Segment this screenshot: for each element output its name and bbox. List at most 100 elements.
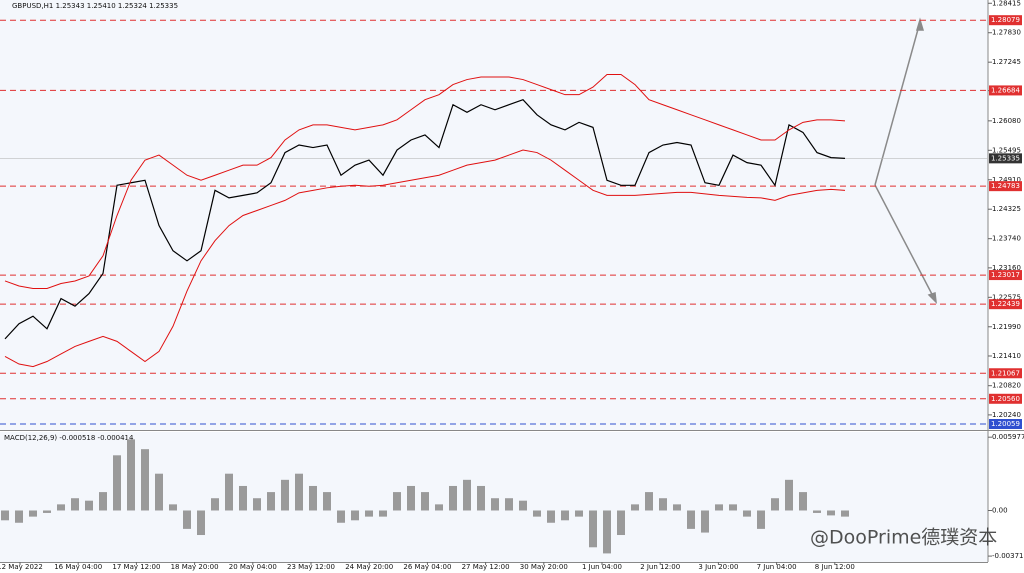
macd-bar [43, 510, 51, 513]
x-tick-label: 24 May 20:00 [345, 563, 393, 571]
x-tick-label: 2 Jun 12:00 [640, 563, 680, 571]
macd-bar [561, 510, 569, 521]
resistance-support-level-box [989, 85, 1022, 96]
x-tick-label: 8 Jun 12:00 [815, 563, 855, 571]
macd-bar [757, 510, 765, 529]
y-tick-label: 1.27830 [992, 29, 1021, 37]
macd-bar [729, 504, 737, 511]
macd-bar [351, 510, 359, 521]
macd-bar [407, 485, 415, 511]
resistance-support-level-box [989, 270, 1022, 281]
macd-bar [225, 473, 233, 511]
resistance-support-level-box [989, 368, 1022, 379]
y-tick-label: 1.26080 [992, 117, 1021, 125]
resistance-support-level-label: 1.24783 [991, 182, 1020, 190]
x-tick-label: 27 May 12:00 [462, 563, 510, 571]
y-tick-label: 1.24910 [992, 176, 1021, 184]
macd-bar [477, 485, 485, 511]
macd-bar [491, 498, 499, 511]
macd-bar [113, 455, 121, 511]
last-price-label: 1.25335 [991, 154, 1020, 162]
y-tick-label: 1.28415 [992, 0, 1021, 7]
macd-bar [239, 485, 247, 511]
macd-bar [57, 504, 65, 511]
macd-bar [533, 510, 541, 517]
series-line [4, 149, 846, 368]
macd-bar [827, 510, 835, 516]
x-tick-label: 12 May 2022 [0, 563, 43, 571]
macd-bar [379, 510, 387, 517]
x-tick-label: 16 May 04:00 [54, 563, 102, 571]
macd-bar [267, 492, 275, 511]
macd-bar [785, 479, 793, 511]
macd-bar [771, 498, 779, 511]
y-tick-label: 0.005977 [992, 433, 1024, 441]
macd-title: MACD(12,26,9) -0.000518 -0.000414 [4, 434, 134, 442]
chart-title: GBPUSD,H1 1.25343 1.25410 1.25324 1.2533… [12, 2, 178, 10]
macd-bar [309, 485, 317, 511]
macd-bar [29, 510, 37, 517]
x-tick-label: 3 Jun 20:00 [698, 563, 738, 571]
y-tick-label: 1.23740 [992, 235, 1021, 243]
macd-bar [323, 492, 331, 511]
x-tick-label: 20 May 04:00 [229, 563, 277, 571]
resistance-support-level-label: 1.23017 [991, 271, 1020, 279]
y-tick-label: -0.003718 [992, 552, 1024, 560]
y-tick-label: 1.23160 [992, 264, 1021, 272]
macd-bar [337, 510, 345, 523]
macd-bar [631, 504, 639, 511]
y-tick-label: 0.00 [992, 506, 1008, 514]
projection-arrows [874, 17, 937, 305]
resistance-support-level-box [989, 15, 1022, 26]
y-tick-label: 1.22575 [992, 293, 1021, 301]
resistance-support-level-label: 1.28079 [991, 16, 1020, 24]
x-tick-label: 17 May 12:00 [112, 563, 160, 571]
macd-bar [463, 479, 471, 511]
macd-bar [575, 510, 583, 517]
support-level-box [989, 419, 1022, 430]
macd-bar [715, 504, 723, 511]
resistance-support-level-box [989, 393, 1022, 404]
y-tick-label: 1.20240 [992, 411, 1021, 419]
y-tick-label: 1.20820 [992, 382, 1021, 390]
macd-bar [183, 510, 191, 529]
resistance-support-level-label: 1.20560 [991, 395, 1020, 403]
macd-panel [0, 432, 988, 562]
last-price-box [989, 153, 1022, 164]
macd-bar [519, 500, 527, 511]
x-tick-label: 1 Jun 04:00 [582, 563, 622, 571]
macd-bar [421, 492, 429, 511]
resistance-support-level-label: 1.22439 [991, 300, 1020, 308]
macd-bar [673, 504, 681, 511]
macd-bar [71, 498, 79, 511]
macd-bar [141, 449, 149, 511]
support-level-label: 1.20059 [991, 420, 1020, 428]
series-line [4, 98, 846, 340]
macd-bar [211, 498, 219, 511]
macd-bar [547, 510, 555, 523]
macd-bar [449, 485, 457, 511]
macd-bar [743, 510, 751, 517]
x-tick-label: 30 May 20:00 [520, 563, 568, 571]
resistance-support-level-box [989, 299, 1022, 310]
macd-bar [701, 510, 709, 533]
x-tick-label: 23 May 12:00 [287, 563, 335, 571]
macd-bar [799, 492, 807, 511]
y-tick-label: 1.21410 [992, 352, 1021, 360]
macd-bar [659, 498, 667, 511]
macd-bar [365, 510, 373, 517]
macd-bar [393, 492, 401, 511]
y-tick-label: 1.21990 [992, 323, 1021, 331]
macd-bar [603, 510, 611, 554]
macd-bar [281, 479, 289, 511]
y-tick-label: 1.27245 [992, 58, 1021, 66]
macd-bar [589, 510, 597, 548]
macd-bar [505, 498, 513, 511]
macd-bar [813, 510, 821, 513]
macd-bar [99, 492, 107, 511]
macd-bar [253, 498, 261, 511]
macd-bar [1, 510, 9, 521]
series-line [4, 74, 846, 290]
macd-bar [155, 473, 163, 511]
macd-bar [687, 510, 695, 529]
